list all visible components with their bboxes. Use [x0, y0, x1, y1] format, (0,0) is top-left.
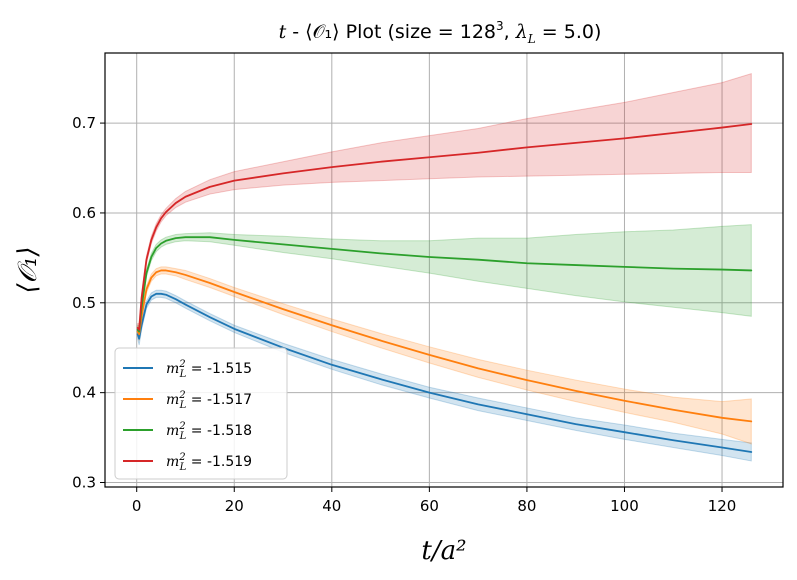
- x-tick-label: 40: [322, 497, 341, 515]
- legend-label-eq: =: [186, 392, 207, 408]
- title-mid: Plot (size: [340, 21, 432, 43]
- series-line-1: [136, 292, 753, 453]
- legend-label-prefix: m: [166, 423, 179, 439]
- legend-label-sub: L: [179, 431, 187, 442]
- title-eq: =: [432, 21, 460, 43]
- series-lines: [136, 123, 753, 453]
- legend-label-eq: =: [186, 361, 207, 377]
- legend-label-prefix: m: [166, 361, 179, 377]
- title-eq-2: =: [536, 21, 564, 43]
- error-band-series-4: [137, 72, 752, 337]
- series-line-3: [136, 236, 753, 333]
- title-size-exp: 3: [496, 19, 504, 33]
- y-axis-ticks: 0.3 0.4 0.5 0.6 0.7: [72, 114, 105, 492]
- legend-label-sup: 2: [178, 452, 185, 463]
- x-tick-label: 100: [610, 497, 639, 515]
- x-axis-ticks: 0 20 40 60 80 100 120: [132, 487, 736, 515]
- y-tick-label: 0.3: [72, 474, 96, 492]
- legend-label-eq: =: [186, 454, 207, 470]
- legend-box: [114, 347, 288, 480]
- title-size: 128: [460, 21, 496, 43]
- legend-label-sup: 2: [178, 390, 185, 401]
- legend-label-sup: 2: [178, 359, 185, 370]
- legend-label-value: -1.519: [207, 454, 252, 470]
- legend-label-prefix: m: [166, 454, 179, 470]
- legend-entry-1: m2 L = -1.515: [166, 359, 252, 380]
- legend-entry-4: m2 L = -1.519: [166, 452, 252, 473]
- x-tick-label: 60: [420, 497, 439, 515]
- error-band-series-1: [137, 289, 752, 462]
- title-lambda-value: 5.0: [564, 21, 594, 43]
- title-var: t: [279, 21, 287, 43]
- chart-title: t - ⟨𝒪₁⟩ Plot (size = 1283, λL = 5.0): [279, 19, 602, 46]
- title-sep: -: [286, 21, 305, 43]
- y-tick-label: 0.4: [72, 384, 96, 402]
- legend-label-sub: L: [179, 462, 187, 473]
- error-band-series-3: [137, 224, 752, 339]
- legend-label-sup: 2: [178, 421, 185, 432]
- legend-label-value: -1.515: [207, 361, 252, 377]
- x-tick-label: 0: [132, 497, 142, 515]
- legend-label-value: -1.517: [207, 392, 252, 408]
- series-line-4: [136, 123, 753, 331]
- y-tick-label: 0.6: [72, 204, 96, 222]
- x-tick-label: 80: [517, 497, 536, 515]
- plot-frame: [104, 52, 784, 488]
- legend-entry-2: m2 L = -1.517: [166, 390, 252, 411]
- series-line-2: [136, 269, 753, 423]
- title-comma: ,: [504, 21, 516, 43]
- y-tick-label: 0.7: [72, 114, 96, 132]
- legend-label-prefix: m: [166, 392, 179, 408]
- x-tick-label: 120: [708, 497, 737, 515]
- y-axis-label: ⟨𝒪₁⟩: [13, 246, 43, 293]
- title-lambda: λ: [515, 21, 528, 43]
- title-close: ): [594, 21, 601, 43]
- legend-label-sub: L: [179, 400, 187, 411]
- legend-label-sub: L: [179, 369, 187, 380]
- title-lambda-sub: L: [527, 32, 536, 46]
- x-tick-label: 20: [225, 497, 244, 515]
- legend-entry-3: m2 L = -1.518: [166, 421, 252, 442]
- title-obs: ⟨𝒪₁⟩: [305, 21, 339, 43]
- y-tick-label: 0.5: [72, 294, 96, 312]
- legend-label-eq: =: [186, 423, 207, 439]
- x-axis-label: t/a²: [421, 536, 466, 566]
- legend-label-value: -1.518: [207, 423, 252, 439]
